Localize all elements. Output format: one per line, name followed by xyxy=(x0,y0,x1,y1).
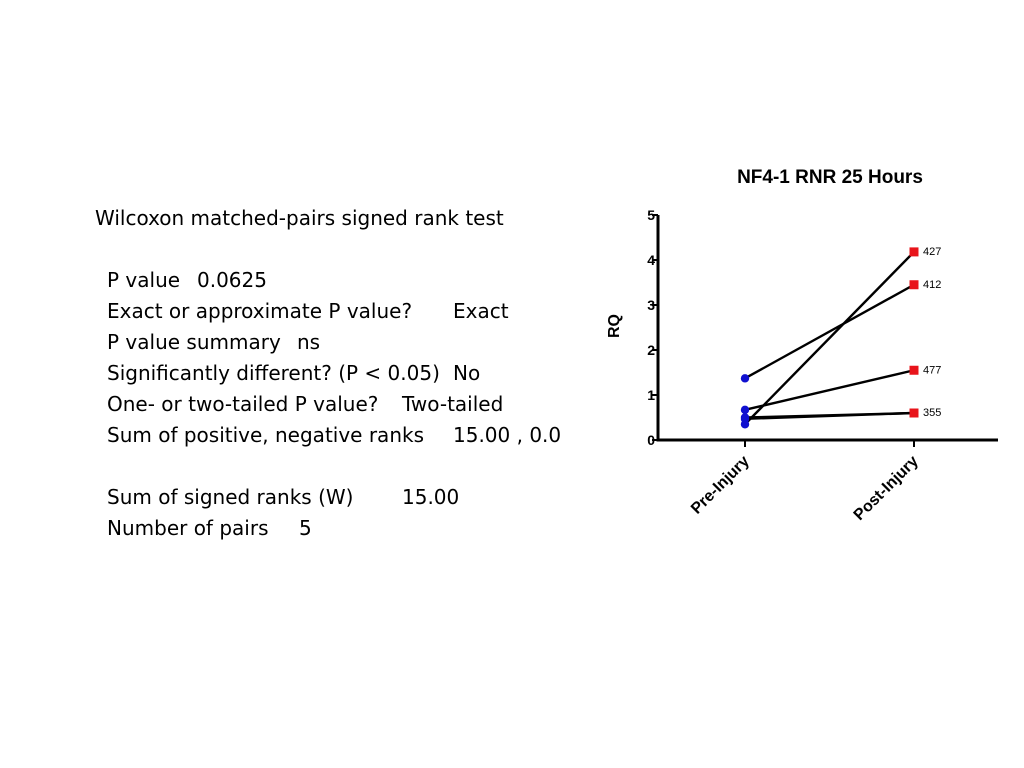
y-tick-label: 3 xyxy=(647,297,655,313)
stats-heading: Wilcoxon matched-pairs signed rank test xyxy=(95,206,504,230)
pre-injury-point xyxy=(740,414,750,424)
series-label: 355 xyxy=(923,407,941,419)
series-line xyxy=(744,283,915,380)
pre-injury-point xyxy=(740,405,750,415)
post-injury-point xyxy=(909,247,919,257)
y-axis-label: RQ xyxy=(606,314,623,338)
pre-injury-point xyxy=(740,374,750,383)
stat-label: Number of pairs xyxy=(107,516,269,540)
stat-value: Two-tailed xyxy=(402,392,504,416)
series-line xyxy=(744,251,915,426)
stat-value: 0.0625 xyxy=(197,268,267,292)
stat-value: 5 xyxy=(299,516,312,540)
x-tick-label: Post-Injury xyxy=(851,453,922,524)
stat-value: ns xyxy=(297,330,321,354)
stat-label: Significantly different? (P < 0.05) xyxy=(107,361,440,385)
series-label: 477 xyxy=(923,364,941,376)
stat-label: P value xyxy=(107,268,181,292)
y-tick-label: 5 xyxy=(647,207,655,223)
stat-value: 15.00 xyxy=(402,485,460,509)
post-injury-point xyxy=(909,365,919,375)
data-points xyxy=(740,247,919,429)
stat-value: 15.00 , 0.0 xyxy=(453,423,562,447)
stat-label: Sum of signed ranks (W) xyxy=(107,485,354,509)
point-labels: 427 412 477 355 xyxy=(923,246,941,419)
stat-label: P value summary xyxy=(107,330,281,354)
stat-label: Sum of positive, negative ranks xyxy=(107,423,424,447)
y-tick-label: 4 xyxy=(647,252,655,268)
y-tick-label: 0 xyxy=(647,432,655,448)
y-tick-label: 1 xyxy=(647,387,655,403)
series-label: 427 xyxy=(923,246,941,258)
series-line xyxy=(744,411,915,421)
stat-label: One- or two-tailed P value? xyxy=(107,392,379,416)
y-tick-label: 2 xyxy=(647,342,655,358)
series-label: 412 xyxy=(923,279,941,291)
series-lines xyxy=(744,251,915,426)
stat-value: Exact xyxy=(453,299,509,323)
post-injury-point xyxy=(909,280,919,290)
stat-label: Exact or approximate P value? xyxy=(107,299,413,323)
axes: 0 1 2 3 4 5 Pre-Injury Post-Injury xyxy=(647,207,998,524)
x-tick-label: Pre-Injury xyxy=(688,453,753,518)
stat-value: No xyxy=(453,361,481,385)
series-line xyxy=(744,369,915,412)
chart-title: NF4-1 RNR 25 Hours xyxy=(737,167,923,188)
post-injury-point xyxy=(909,408,919,418)
